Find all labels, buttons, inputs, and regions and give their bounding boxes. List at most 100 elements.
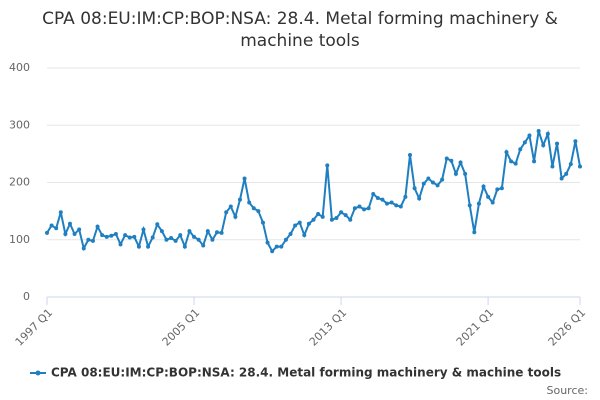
y-tick-label: 100 bbox=[9, 233, 30, 246]
data-point bbox=[564, 171, 569, 176]
data-point bbox=[95, 224, 100, 229]
x-tick-label: 2005 Q1 bbox=[160, 306, 203, 349]
data-point bbox=[371, 191, 376, 196]
x-tick-label: 1997 Q1 bbox=[13, 306, 56, 349]
data-point bbox=[527, 133, 532, 138]
data-point bbox=[118, 242, 123, 247]
data-point bbox=[334, 215, 339, 220]
data-point bbox=[109, 233, 114, 238]
data-point bbox=[578, 164, 582, 169]
x-tick-label: 2013 Q1 bbox=[307, 306, 350, 349]
data-point bbox=[260, 220, 265, 225]
data-point bbox=[146, 244, 151, 249]
data-point bbox=[265, 240, 270, 245]
data-point bbox=[150, 235, 155, 240]
data-point bbox=[90, 238, 95, 243]
data-point bbox=[104, 234, 109, 239]
data-point bbox=[293, 223, 298, 228]
data-point bbox=[449, 158, 454, 163]
data-point bbox=[54, 226, 59, 231]
data-point bbox=[343, 213, 348, 218]
data-point bbox=[559, 176, 564, 181]
y-tick-label: 400 bbox=[9, 61, 30, 74]
legend-marker bbox=[35, 370, 41, 376]
data-point bbox=[403, 194, 408, 199]
data-point bbox=[81, 246, 86, 251]
data-point bbox=[302, 233, 307, 238]
series-line bbox=[46, 129, 581, 253]
data-point bbox=[45, 230, 49, 235]
data-point bbox=[72, 232, 77, 237]
data-point bbox=[215, 230, 220, 235]
data-point bbox=[394, 203, 399, 208]
y-tick-label: 200 bbox=[9, 176, 30, 189]
data-point bbox=[430, 180, 435, 185]
data-point bbox=[320, 214, 325, 219]
data-point bbox=[509, 159, 514, 164]
data-point bbox=[164, 237, 169, 242]
data-point bbox=[63, 232, 68, 237]
data-point bbox=[86, 237, 91, 242]
data-point bbox=[306, 221, 311, 226]
data-point bbox=[77, 227, 82, 232]
data-point bbox=[155, 222, 160, 227]
data-point bbox=[518, 147, 523, 152]
data-point bbox=[205, 229, 210, 234]
legend-label: CPA 08:EU:IM:CP:BOP:NSA: 28.4. Metal for… bbox=[51, 366, 561, 380]
data-point bbox=[453, 171, 458, 176]
data-point bbox=[113, 232, 118, 237]
data-point bbox=[132, 234, 137, 239]
data-point bbox=[536, 128, 541, 133]
data-point bbox=[251, 206, 256, 211]
data-point bbox=[486, 194, 491, 199]
data-point bbox=[187, 229, 192, 234]
data-point bbox=[398, 204, 403, 209]
data-point bbox=[426, 176, 431, 181]
data-point bbox=[58, 210, 63, 215]
data-point bbox=[499, 186, 504, 191]
data-point bbox=[362, 207, 367, 212]
data-point bbox=[100, 233, 105, 238]
data-point bbox=[555, 141, 560, 146]
data-point bbox=[467, 203, 472, 208]
data-point bbox=[352, 206, 357, 211]
y-tick-label: 300 bbox=[9, 118, 30, 131]
data-point bbox=[339, 210, 344, 215]
data-point bbox=[67, 221, 72, 226]
y-tick-label: 0 bbox=[23, 290, 30, 303]
data-point bbox=[49, 223, 54, 228]
data-point bbox=[325, 163, 330, 168]
data-point bbox=[389, 200, 394, 205]
data-point bbox=[532, 159, 537, 164]
data-point bbox=[495, 187, 500, 192]
data-point bbox=[316, 211, 321, 216]
data-point bbox=[550, 164, 555, 169]
data-point bbox=[210, 237, 215, 242]
data-point bbox=[476, 201, 481, 206]
data-point bbox=[545, 131, 550, 136]
data-point bbox=[407, 153, 412, 158]
data-point bbox=[481, 184, 486, 189]
data-point bbox=[297, 220, 302, 225]
data-point bbox=[458, 160, 463, 165]
data-point bbox=[435, 183, 440, 188]
data-point bbox=[256, 209, 261, 214]
data-point bbox=[127, 235, 132, 240]
data-point bbox=[311, 217, 316, 222]
chart-title: CPA 08:EU:IM:CP:BOP:NSA: 28.4. Metal for… bbox=[42, 9, 558, 51]
data-point bbox=[192, 234, 197, 239]
data-point bbox=[490, 200, 495, 205]
data-point bbox=[288, 232, 293, 237]
data-point bbox=[522, 140, 527, 145]
data-point bbox=[283, 237, 288, 242]
data-point bbox=[366, 206, 371, 211]
data-point bbox=[504, 150, 509, 155]
data-point bbox=[228, 204, 233, 209]
data-point bbox=[182, 244, 187, 249]
data-point bbox=[123, 233, 128, 238]
data-point bbox=[421, 181, 426, 186]
data-point bbox=[159, 229, 164, 234]
data-point bbox=[279, 244, 284, 249]
data-point bbox=[274, 244, 279, 249]
